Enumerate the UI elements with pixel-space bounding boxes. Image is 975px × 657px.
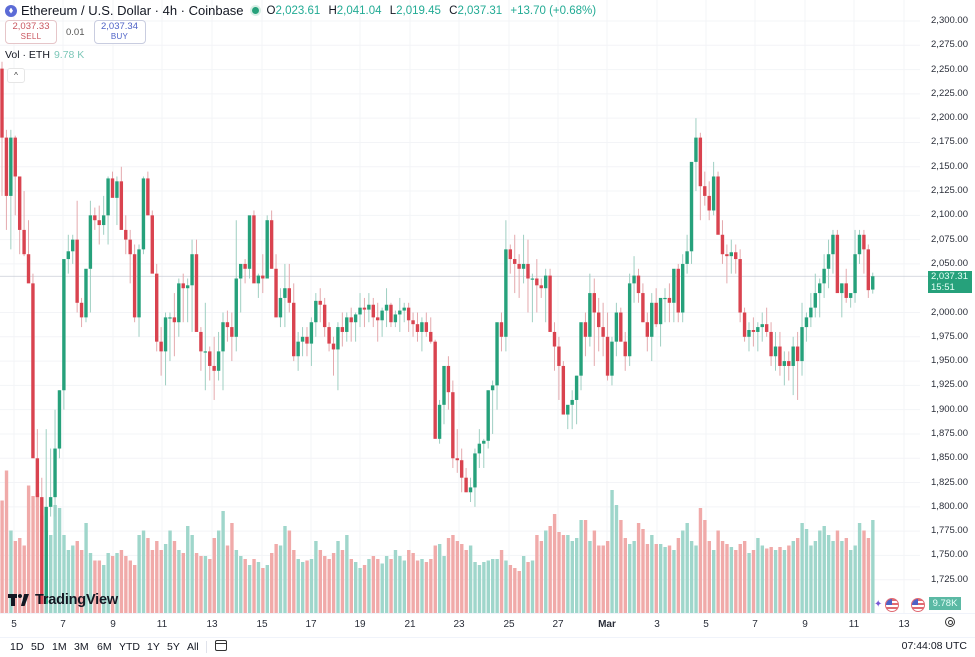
utc-clock: 07:44:08 UTC (901, 640, 967, 652)
price-axis-label: 2,200.00 (931, 112, 968, 124)
time-axis-tick: 7 (752, 619, 758, 630)
price-axis-label: 1,975.00 (931, 330, 968, 342)
price-axis-label: 1,725.00 (931, 573, 968, 585)
time-axis-tick: 19 (354, 619, 366, 630)
range-button-all[interactable]: All (187, 641, 199, 653)
us-flag-event-icon[interactable] (911, 598, 925, 612)
price-axis-label: 1,950.00 (931, 355, 968, 367)
last-price-value: 2,037.31 (931, 271, 968, 282)
range-button-ytd[interactable]: YTD (119, 641, 140, 653)
price-axis-label: 2,225.00 (931, 87, 968, 99)
toolbar-divider (206, 641, 207, 653)
bar-countdown: 15:51 (931, 281, 955, 293)
price-change: +13.70 (+0.68%) (510, 4, 597, 17)
high-value: 2,041.04 (336, 4, 382, 17)
time-axis-tick: 9 (802, 619, 808, 630)
time-axis[interactable]: 5 7 9 11 13 15 17 19 21 23 25 27 Mar 3 5 7 9 11 13 (0, 613, 975, 638)
price-axis-label: 2,275.00 (931, 39, 968, 51)
low-value: 2,019.45 (396, 4, 441, 17)
time-axis-tick: 23 (453, 619, 465, 630)
price-axis-label: 1,750.00 (931, 549, 968, 561)
tradingview-wordmark: TradingView (35, 592, 118, 608)
range-button-6m[interactable]: 6M (97, 641, 112, 653)
time-axis-tick: 13 (206, 619, 218, 630)
time-axis-tick: 7 (60, 619, 66, 630)
buy-button[interactable]: 2,037.34 BUY (93, 20, 146, 44)
sell-button[interactable]: 2,037.33 SELL (5, 20, 57, 44)
range-button-3m[interactable]: 3M (74, 641, 89, 653)
symbol-legend: Ethereum / U.S. Dollar · 4h · Coinbase O… (5, 3, 596, 18)
range-button-1m[interactable]: 1M (52, 641, 67, 653)
ohlc-values: O2,023.61 H2,041.04 L2,019.45 C2,037.31 … (267, 5, 597, 17)
buy-label: BUY (110, 32, 129, 41)
close-label: C (449, 4, 458, 17)
collapse-legend-button[interactable]: ^ (7, 68, 25, 83)
volume-value: 9.78 K (53, 49, 85, 61)
price-axis-label: 1,850.00 (931, 452, 968, 464)
price-axis-label: 2,050.00 (931, 257, 968, 269)
time-axis-tick: 3 (654, 619, 660, 630)
price-axis-label: 2,075.00 (931, 233, 968, 245)
price-chart[interactable] (0, 0, 975, 613)
go-to-date-calendar-icon[interactable] (215, 640, 227, 651)
price-axis-label: 2,150.00 (931, 160, 968, 172)
time-axis-tick: 13 (898, 619, 910, 630)
close-value: 2,037.31 (457, 4, 503, 17)
price-axis-label: 2,125.00 (931, 185, 968, 197)
chevron-up-icon: ^ (14, 71, 18, 80)
volume-label: Vol · ETH (5, 49, 50, 61)
price-axis-label: 2,250.00 (931, 63, 968, 75)
time-axis-tick: 9 (110, 619, 116, 630)
time-axis-tick: 17 (305, 619, 317, 630)
spread-value: 0.01 (66, 26, 85, 38)
trade-panel: 2,037.33 SELL 0.01 2,037.34 BUY (5, 20, 146, 44)
price-axis-label: 2,300.00 (931, 15, 968, 26)
price-axis-label: 1,875.00 (931, 427, 968, 439)
tradingview-logo[interactable]: TradingView (8, 592, 118, 608)
time-axis-tick: 15 (256, 619, 268, 630)
buy-price: 2,037.34 (101, 21, 138, 32)
volume-legend[interactable]: Vol · ETH 9.78 K (5, 49, 84, 61)
price-axis-label: 2,175.00 (931, 136, 968, 148)
range-button-5d[interactable]: 5D (31, 641, 45, 653)
price-axis-label: 1,775.00 (931, 525, 968, 537)
price-axis-label: 2,000.00 (931, 306, 968, 318)
time-axis-tick: 11 (156, 619, 168, 630)
symbol-title[interactable]: Ethereum / U.S. Dollar · 4h · Coinbase (21, 3, 244, 18)
sell-price: 2,037.33 (12, 21, 50, 32)
range-button-1y[interactable]: 1Y (147, 641, 160, 653)
low-label: L (389, 4, 397, 17)
us-flag-event-icon[interactable] (885, 598, 899, 612)
market-open-status-icon (251, 7, 259, 14)
time-axis-tick: 11 (848, 619, 860, 630)
time-axis-tick: 25 (503, 619, 515, 630)
bottom-toolbar: 1D 5D 1M 3M 6M YTD 1Y 5Y All (0, 637, 975, 657)
time-axis-tick: 27 (552, 619, 564, 630)
price-axis-label: 1,825.00 (931, 476, 968, 488)
price-axis-label: 1,800.00 (931, 500, 968, 512)
sparkle-icon[interactable]: ✦ (874, 599, 883, 610)
price-axis-label: 2,100.00 (931, 209, 968, 221)
range-button-5y[interactable]: 5Y (167, 641, 180, 653)
time-axis-tick: 21 (404, 619, 416, 630)
ethereum-logo-icon (5, 4, 17, 17)
sell-label: SELL (20, 32, 42, 41)
high-label: H (328, 4, 337, 17)
open-value: 2,023.61 (275, 4, 321, 17)
price-axis-label: 1,925.00 (931, 379, 968, 391)
volume-badge: 9.78K (929, 597, 961, 610)
time-axis-tick: Mar (598, 619, 616, 630)
settings-gear-icon[interactable] (945, 617, 955, 627)
range-button-1d[interactable]: 1D (10, 641, 24, 653)
last-price-label: 2,037.31 15:51 (928, 271, 972, 293)
time-axis-tick: 5 (11, 619, 17, 630)
time-axis-tick: 5 (703, 619, 709, 630)
price-axis-label: 1,900.00 (931, 403, 968, 415)
tradingview-mark-icon (8, 594, 30, 606)
open-label: O (266, 4, 276, 17)
